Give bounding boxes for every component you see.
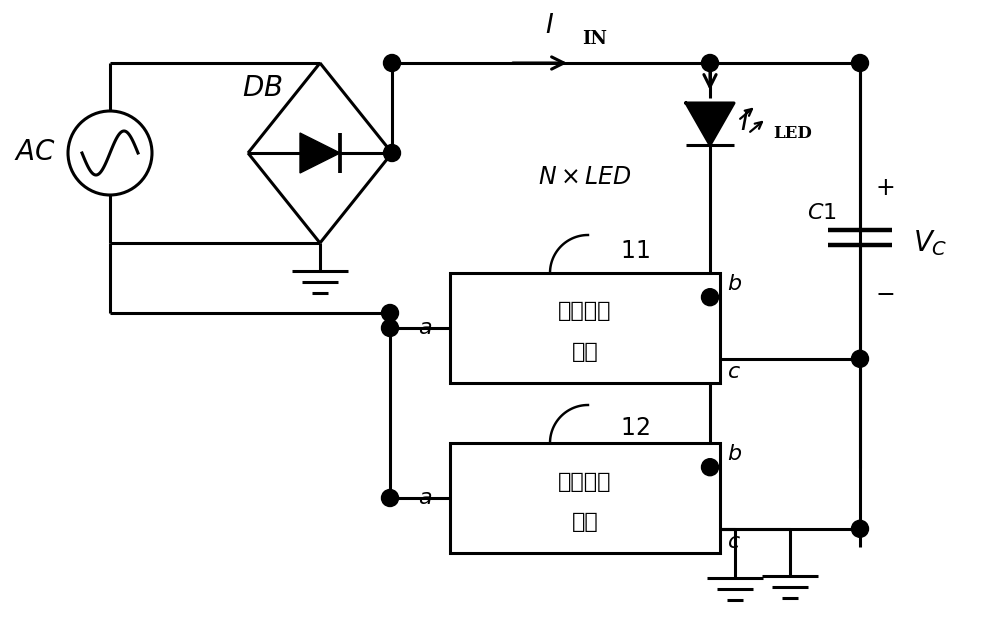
Circle shape: [702, 289, 718, 305]
Text: $I$: $I$: [740, 111, 750, 136]
Text: $DB$: $DB$: [242, 75, 282, 102]
Text: $+$: $+$: [875, 176, 895, 200]
Text: $c$: $c$: [727, 361, 741, 383]
Text: IN: IN: [582, 30, 607, 48]
Text: $b$: $b$: [727, 443, 742, 465]
Polygon shape: [686, 103, 734, 145]
Text: $11$: $11$: [620, 239, 650, 263]
Text: $C1$: $C1$: [807, 202, 837, 224]
Circle shape: [382, 320, 398, 336]
Circle shape: [384, 55, 400, 71]
Text: 模块: 模块: [572, 342, 598, 362]
Text: $a$: $a$: [418, 487, 432, 509]
Circle shape: [852, 350, 868, 367]
Circle shape: [702, 458, 718, 476]
Text: $AC$: $AC$: [14, 140, 56, 167]
Text: 恒流驱动: 恒流驱动: [558, 302, 612, 322]
Text: $V_C$: $V_C$: [913, 228, 947, 258]
Polygon shape: [300, 133, 340, 173]
Bar: [450, 273, 720, 383]
Circle shape: [702, 55, 718, 71]
Text: $I$: $I$: [545, 13, 555, 38]
Text: $N\times LED$: $N\times LED$: [538, 167, 632, 190]
Circle shape: [384, 145, 400, 161]
Circle shape: [382, 305, 398, 322]
Text: 恒流驱动: 恒流驱动: [558, 471, 612, 491]
Text: $a$: $a$: [418, 317, 432, 339]
Text: LED: LED: [773, 125, 812, 141]
Text: $b$: $b$: [727, 273, 742, 295]
Circle shape: [852, 55, 868, 71]
Bar: [450, 443, 720, 553]
Circle shape: [382, 489, 398, 507]
Text: $c$: $c$: [727, 531, 741, 553]
Text: 模块: 模块: [572, 512, 598, 532]
Text: $12$: $12$: [620, 416, 650, 440]
Circle shape: [852, 520, 868, 538]
Text: $-$: $-$: [875, 281, 895, 305]
